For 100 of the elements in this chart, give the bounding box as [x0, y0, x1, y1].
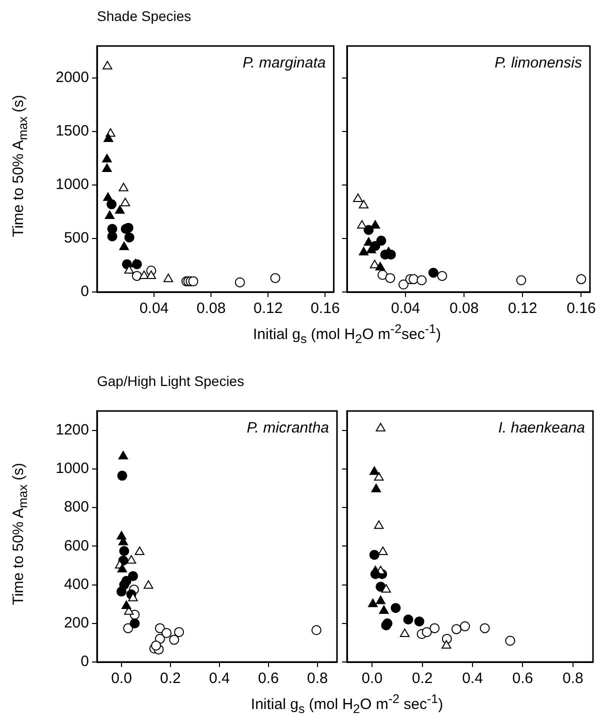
- point: [163, 274, 174, 282]
- point: [120, 198, 130, 206]
- point: [144, 580, 154, 589]
- point: [154, 623, 165, 634]
- point: [123, 222, 134, 233]
- y-tick-label: 2000: [56, 69, 89, 86]
- point: [146, 270, 156, 279]
- point: [104, 134, 114, 142]
- annotation: P. limonensis: [494, 54, 582, 72]
- point: [102, 164, 112, 172]
- y-tick-label: 1000: [56, 460, 89, 478]
- point: [370, 566, 380, 574]
- annotation: P. marginata: [242, 54, 326, 72]
- point: [378, 546, 388, 555]
- point: [371, 484, 381, 492]
- x-tick-label: 0.2: [412, 670, 433, 688]
- point: [437, 270, 448, 281]
- point: [117, 470, 128, 481]
- point: [103, 192, 113, 201]
- point: [376, 422, 386, 432]
- point: [390, 602, 401, 613]
- point: [370, 220, 380, 229]
- point: [234, 277, 245, 288]
- x-tick-label: 0.2: [160, 670, 181, 688]
- point: [358, 200, 369, 208]
- point: [480, 623, 490, 634]
- point: [121, 576, 132, 586]
- point: [379, 605, 389, 614]
- x-tick-label: 0.16: [566, 300, 596, 318]
- point: [162, 628, 172, 638]
- point: [442, 640, 452, 649]
- point: [370, 466, 380, 475]
- point: [353, 193, 363, 202]
- point: [369, 550, 380, 560]
- point: [104, 210, 115, 220]
- chart-title: Gap/High Light Species: [97, 373, 244, 389]
- point: [123, 623, 134, 634]
- x-tick-label: 0.4: [462, 670, 483, 688]
- x-tick-label: 0.6: [512, 670, 534, 688]
- point: [381, 584, 391, 593]
- point: [460, 621, 470, 632]
- annotation: I. haenkeana: [498, 420, 585, 437]
- x-tick-label: 0.04: [390, 300, 420, 318]
- point: [311, 625, 322, 636]
- y-tick-label: 0: [80, 283, 89, 300]
- point: [117, 564, 128, 572]
- point: [451, 624, 462, 634]
- point: [102, 154, 112, 162]
- y-tick-label: 800: [64, 498, 89, 516]
- chart-title: Shade Species: [97, 8, 192, 24]
- point: [398, 280, 408, 290]
- point: [416, 275, 427, 286]
- point: [107, 231, 118, 242]
- point: [106, 199, 117, 210]
- point: [122, 600, 132, 610]
- point: [370, 260, 380, 268]
- annotation: P. micrantha: [246, 420, 329, 437]
- point: [403, 614, 414, 625]
- y-tick-label: 1200: [56, 421, 89, 438]
- x-tick-label: 0.8: [562, 670, 584, 688]
- point: [414, 616, 424, 626]
- point: [366, 244, 376, 254]
- x-tick-label: 0.12: [508, 300, 538, 318]
- y-tick-label: 0: [80, 653, 89, 670]
- point: [119, 242, 129, 250]
- point: [134, 546, 144, 555]
- point: [364, 237, 374, 246]
- x-tick-label: 0.12: [254, 300, 283, 318]
- x-tick-label: 0.0: [362, 670, 383, 688]
- point: [376, 596, 386, 604]
- point: [128, 592, 138, 602]
- x-tick-label: 0.8: [306, 670, 328, 688]
- text: Initial g$_{s}$ (mol H$_{2}$O m$^{-2}$sec$^{-1}$): [252, 322, 441, 346]
- point: [174, 627, 184, 638]
- x-tick-label: 0.08: [449, 300, 479, 318]
- point: [374, 472, 384, 481]
- y-tick-label: 200: [64, 614, 89, 632]
- point: [516, 275, 526, 286]
- y-tick-label: 500: [64, 230, 89, 247]
- point: [428, 268, 438, 278]
- point: [270, 273, 280, 284]
- x-tick-label: 0.04: [139, 300, 169, 318]
- y-tick-label: 1000: [56, 176, 89, 194]
- point: [118, 450, 128, 460]
- y-tick-label: 400: [64, 576, 89, 593]
- point: [358, 246, 369, 256]
- point: [102, 60, 112, 70]
- y-tick-label: 600: [64, 537, 89, 554]
- point: [408, 274, 419, 284]
- point: [114, 205, 125, 214]
- point: [151, 640, 162, 651]
- point: [188, 276, 198, 286]
- x-tick-label: 0.08: [196, 300, 226, 318]
- x-tick-label: 0.4: [209, 670, 230, 688]
- point: [130, 618, 140, 628]
- point: [430, 623, 440, 634]
- point: [169, 634, 180, 645]
- x-tick-label: 0.16: [310, 300, 340, 318]
- point: [374, 520, 384, 529]
- point: [126, 555, 136, 564]
